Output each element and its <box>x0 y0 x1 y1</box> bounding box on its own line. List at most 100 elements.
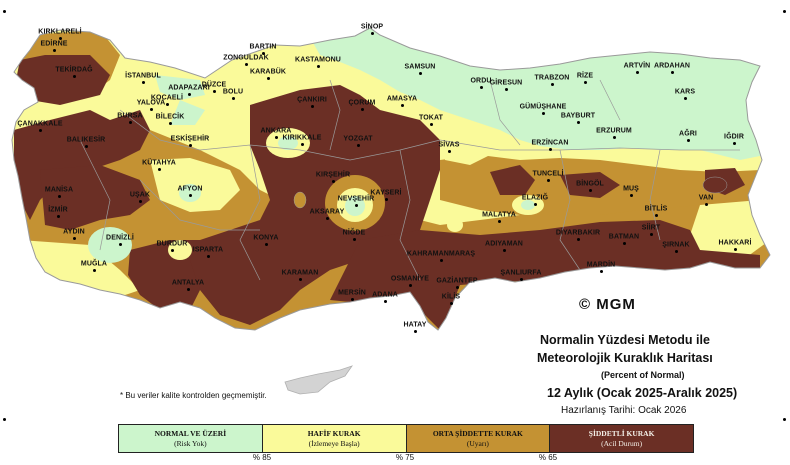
city-marker <box>636 71 639 74</box>
city-label: DÜZCE <box>201 81 227 89</box>
city-label: AYDIN <box>63 228 85 236</box>
cyprus <box>284 365 354 395</box>
city-marker <box>630 194 633 197</box>
city-marker <box>139 200 142 203</box>
corner-mark <box>783 10 786 13</box>
threshold-85: % 85 <box>252 453 272 462</box>
city-marker <box>623 242 626 245</box>
city-label: KAYSERİ <box>370 189 402 197</box>
city-marker <box>187 288 190 291</box>
legend-normal-sub: (Risk Yok) <box>174 438 207 448</box>
city-marker <box>119 243 122 246</box>
city-label: ADIYAMAN <box>485 240 523 248</box>
city-marker <box>705 203 708 206</box>
city-label: KIRIKKALE <box>282 134 322 142</box>
city-marker <box>166 103 169 106</box>
city-label: TOKAT <box>419 114 443 122</box>
city-label: KARABÜK <box>249 68 287 76</box>
city-label: TRABZON <box>534 74 570 82</box>
city-marker <box>577 238 580 241</box>
city-marker <box>245 63 248 66</box>
city-label: KASTAMONU <box>295 56 341 64</box>
city-marker <box>650 233 653 236</box>
city-label: MUŞ <box>623 185 639 193</box>
city-marker <box>213 90 216 93</box>
city-label: MANİSA <box>44 186 74 194</box>
city-marker <box>655 214 658 217</box>
city-marker <box>384 300 387 303</box>
city-label: GÜMÜŞHANE <box>519 103 567 111</box>
city-label: IĞDIR <box>724 133 744 141</box>
city-label: HATAY <box>403 321 427 329</box>
city-label: KİLİS <box>441 293 461 301</box>
city-marker <box>534 203 537 206</box>
city-label: SAMSUN <box>404 63 436 71</box>
city-marker <box>232 97 235 100</box>
city-label: BALIKESİR <box>66 136 106 144</box>
city-marker <box>448 150 451 153</box>
city-marker <box>542 112 545 115</box>
city-label: ESKİŞEHİR <box>170 135 210 143</box>
city-marker <box>734 248 737 251</box>
city-marker <box>549 148 552 151</box>
city-label: BİLECİK <box>155 113 185 121</box>
legend-orta-sub: (Uyarı) <box>466 438 489 448</box>
city-marker <box>169 122 172 125</box>
city-label: BOLU <box>222 88 244 96</box>
prepared-date: Hazırlanış Tarihi: Ocak 2026 <box>561 405 687 416</box>
map-period: 12 Aylık (Ocak 2025-Aralık 2025) <box>547 386 738 400</box>
city-label: MARDİN <box>586 261 616 269</box>
city-label: KARAMAN <box>281 269 319 277</box>
city-marker <box>480 86 483 89</box>
city-label: ÇANAKKALE <box>17 120 63 128</box>
map-title-line2: Meteorolojik Kuraklık Haritası <box>537 351 713 365</box>
city-marker <box>150 108 153 111</box>
city-label: GİRESUN <box>489 79 523 87</box>
city-label: KOCAELİ <box>150 94 184 102</box>
city-marker <box>409 284 412 287</box>
city-label: BATMAN <box>608 233 640 241</box>
city-label: BURDUR <box>156 240 188 248</box>
city-marker <box>73 75 76 78</box>
city-marker <box>158 168 161 171</box>
city-marker <box>456 286 459 289</box>
city-marker <box>57 215 60 218</box>
legend-normal-label: NORMAL VE ÜZERİ <box>154 428 227 438</box>
city-marker <box>371 32 374 35</box>
city-label: BARTIN <box>249 43 277 51</box>
city-label: DİYARBAKIR <box>555 229 601 237</box>
city-label: SİVAS <box>438 141 460 149</box>
city-label: BİNGÖL <box>576 180 604 188</box>
city-label: BURSA <box>117 112 143 120</box>
city-marker <box>207 255 210 258</box>
city-marker <box>189 194 192 197</box>
mgm-logo: © MGM <box>579 296 636 313</box>
city-label: İSTANBUL <box>125 72 161 80</box>
city-label: ŞIRNAK <box>662 241 690 249</box>
city-marker <box>401 104 404 107</box>
city-marker <box>301 143 304 146</box>
city-marker <box>733 142 736 145</box>
city-marker <box>332 180 335 183</box>
map-title-line1: Normalin Yüzdesi Metodu ile <box>540 333 710 347</box>
footnote: * Bu veriler kalite kontrolden geçmemişt… <box>120 391 267 400</box>
city-marker <box>326 217 329 220</box>
map-subtitle: (Percent of Normal) <box>601 370 685 380</box>
legend-siddetli: ŞİDDETLİ KURAK (Acil Durum) <box>550 425 693 452</box>
lake-van <box>702 176 728 194</box>
city-label: SİİRT <box>641 224 661 232</box>
city-label: ÇANKIRI <box>297 96 327 104</box>
city-marker <box>385 198 388 201</box>
legend-siddetli-label: ŞİDDETLİ KURAK <box>588 428 655 438</box>
city-label: RİZE <box>576 72 594 80</box>
city-marker <box>275 136 278 139</box>
city-label: ANKARA <box>260 127 292 135</box>
threshold-75: % 75 <box>395 453 415 462</box>
city-marker <box>73 237 76 240</box>
corner-mark <box>3 418 6 421</box>
city-marker <box>361 108 364 111</box>
city-label: BAYBURT <box>560 112 596 120</box>
city-label: SİNOP <box>360 23 384 31</box>
city-marker <box>189 144 192 147</box>
city-label: ERZİNCAN <box>531 139 569 147</box>
